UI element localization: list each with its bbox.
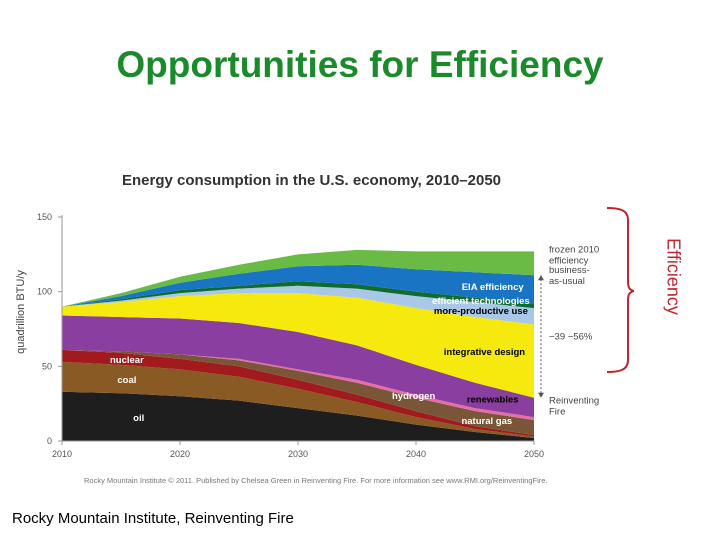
reduction-range-label: −39 −56%	[549, 331, 593, 342]
chart-title: Energy consumption in the U.S. economy, …	[122, 172, 501, 189]
y-tick-label: 50	[42, 361, 52, 371]
slide-title: Opportunities for Efficiency	[116, 44, 604, 85]
area-more-productive-use	[62, 285, 534, 325]
label-integrative-design: integrative design	[444, 347, 525, 358]
area-integrative-design	[62, 293, 534, 398]
x-tick-label: 2030	[288, 449, 308, 459]
label-hydrogen: hydrogen	[392, 391, 435, 402]
area-nuclear	[62, 349, 534, 437]
efficiency-bracket	[606, 207, 635, 373]
business-as-usual-label: as-usual	[549, 276, 585, 287]
area-labels: oil coal nuclear natural gas hydrogen renewab…	[110, 282, 530, 427]
label-eia-efficiency: EIA efficiency	[462, 282, 525, 293]
label-oil: oil	[133, 413, 144, 424]
arrow-down-icon	[538, 392, 544, 398]
area-eia-efficiency	[62, 264, 534, 307]
efficiency-label: Efficiency	[663, 238, 684, 315]
frozen-efficiency-label: efficiency	[549, 255, 589, 266]
label-efficient-technologies: efficient technologies	[432, 296, 530, 307]
label-more-productive-use: more-productive use	[434, 306, 528, 317]
label-natural-gas: natural gas	[461, 416, 512, 427]
area-natural-gas	[62, 349, 534, 436]
source-caption: Rocky Mountain Institute, Reinventing Fi…	[12, 510, 294, 527]
area-renewables	[62, 315, 534, 418]
x-tick-label: 2040	[406, 449, 426, 459]
x-tick-label: 2020	[170, 449, 190, 459]
y-tick-label: 100	[37, 287, 52, 297]
reinventing-fire-label: Reinventing	[549, 396, 599, 407]
axes: 0 50 100 150 2010 2020 2030 2040 2050	[37, 212, 544, 459]
area-efficient-technologies	[62, 281, 534, 309]
frozen-efficiency-label: frozen 2010	[549, 244, 599, 255]
area-oil	[62, 391, 534, 441]
area-frozen-2010-efficiency	[62, 249, 534, 307]
area-stack	[62, 249, 534, 441]
y-tick-label: 150	[37, 212, 52, 222]
y-tick-label: 0	[47, 436, 52, 446]
x-tick-label: 2010	[52, 449, 72, 459]
business-as-usual-label: business-	[549, 265, 590, 276]
x-tick-label: 2050	[524, 449, 544, 459]
reinventing-fire-label: Fire	[549, 407, 565, 418]
label-renewables: renewables	[467, 395, 519, 406]
y-axis-label: quadrillion BTU/y	[15, 270, 27, 354]
label-nuclear: nuclear	[110, 355, 144, 366]
chart-credit: Rocky Mountain Institute © 2011. Publish…	[84, 476, 548, 485]
arrow-up-icon	[538, 275, 544, 281]
label-coal: coal	[117, 375, 136, 386]
area-coal	[62, 361, 534, 439]
